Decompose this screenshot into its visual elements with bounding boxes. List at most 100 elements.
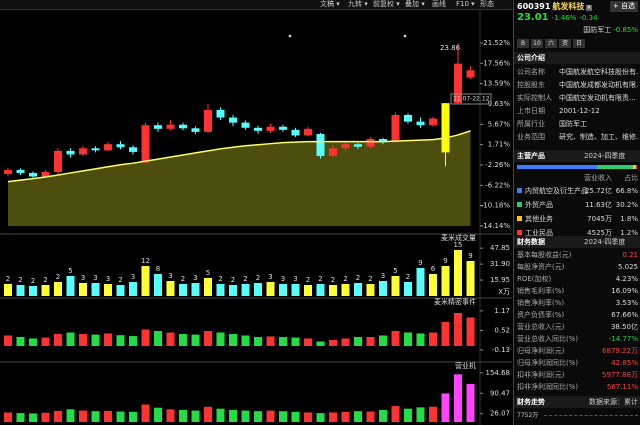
count-label: 2 <box>318 275 322 283</box>
tab[interactable]: 六 <box>545 39 557 48</box>
bar <box>466 383 475 422</box>
count-label: 2 <box>31 277 35 285</box>
bar <box>104 284 112 296</box>
toolbar-item[interactable]: 文稿 ▾ <box>320 0 340 8</box>
bar <box>154 274 162 296</box>
y-tick-label: 31.90 <box>490 260 510 268</box>
toolbar: 文稿 ▾ 九转 ▾ 前复权 ▾ 叠加 ▾ 画线 F10 ▾ 形态 <box>0 0 512 10</box>
bar <box>404 282 412 296</box>
finance-label: 销售净利率(%) <box>517 299 565 307</box>
candle-body <box>241 122 250 128</box>
price-row: 23.01 -1.46% -0.34 <box>517 12 598 24</box>
bar <box>91 283 100 296</box>
bar <box>254 283 262 296</box>
bar <box>354 283 362 296</box>
product-row: 内贸航空及衍生产品 25.72亿 66.8% <box>517 185 638 197</box>
y-tick-label: -2.26% <box>485 161 510 169</box>
finance-value: 5.025 <box>617 263 638 271</box>
bar <box>241 335 250 346</box>
bar <box>366 284 375 296</box>
toolbar-item[interactable]: 画线 <box>432 0 446 8</box>
bar <box>4 284 12 296</box>
count-label: 3 <box>281 275 285 283</box>
count-label: 2 <box>331 276 335 284</box>
count-label: 5 <box>206 269 210 277</box>
add-watchlist[interactable]: + 自选 <box>609 1 638 12</box>
ma-area <box>8 130 471 226</box>
info-key: 控股股东 <box>517 81 545 89</box>
candle-body <box>329 148 337 157</box>
info-key: 业务范围 <box>517 133 545 141</box>
candle-body <box>116 144 125 148</box>
product-row: 工业民品 4525万 1.2% <box>517 227 638 239</box>
count-label: 3 <box>106 275 110 283</box>
panel-title: 营业机 <box>455 361 476 370</box>
finance-row: 营业总收入同比(%) -14.77% <box>517 333 638 345</box>
bar <box>41 285 50 296</box>
toolbar-item[interactable]: 叠加 ▾ <box>405 0 425 8</box>
y-tick-label: 47.85 <box>490 244 510 252</box>
bar <box>366 337 375 346</box>
toolbar-item[interactable]: F10 ▾ <box>456 0 475 8</box>
candle-body <box>129 147 137 152</box>
bar <box>379 281 387 296</box>
candle-body <box>4 169 12 174</box>
finance-label: 归母净利润同比(%) <box>517 359 579 367</box>
bar <box>416 333 425 346</box>
finance-row: 每股净资产(元) 5.025 <box>517 261 638 273</box>
bar <box>441 266 450 296</box>
count-label: 2 <box>356 274 360 282</box>
finance-row: 销售毛利率(%) 16.09% <box>517 285 638 297</box>
count-label: 3 <box>268 273 272 281</box>
bar <box>141 404 150 422</box>
candle-body <box>66 150 75 155</box>
bar <box>16 337 25 346</box>
bar <box>29 286 37 296</box>
bar <box>204 278 212 296</box>
bar <box>166 281 175 296</box>
tab[interactable]: 资 <box>559 39 571 48</box>
section-period: 2024-四季度 <box>584 238 626 246</box>
finance-label: 销售毛利率(%) <box>517 287 565 295</box>
bar <box>179 284 187 296</box>
col-header: 营业收入 <box>584 174 612 182</box>
candle-body <box>466 70 475 78</box>
product-row: 外贸产品 11.63亿 30.2% <box>517 199 638 211</box>
info-row: 实际控制人 中国航空发动机有限责... <box>517 92 638 104</box>
candle-body <box>291 129 300 136</box>
dot <box>288 34 292 38</box>
count-label: 2 <box>218 275 222 283</box>
bar <box>16 413 25 422</box>
bar <box>179 334 187 346</box>
bar <box>441 393 450 422</box>
product-name: 内贸航空及衍生产品 <box>525 187 588 195</box>
tab[interactable]: B <box>517 39 529 48</box>
toolbar-item[interactable]: 形态 <box>480 0 494 8</box>
col-header: 占比 <box>624 174 638 182</box>
candle-body <box>179 124 187 129</box>
bar <box>429 406 437 422</box>
bar <box>441 322 450 346</box>
bar <box>104 410 112 422</box>
bar <box>216 332 225 346</box>
count-label: 6 <box>431 265 436 273</box>
candle-body <box>141 125 150 163</box>
info-row: 业务范围 研究、制造、加工、维修... <box>517 131 638 143</box>
toolbar-item[interactable]: 前复权 ▾ <box>373 0 400 8</box>
legend-swatch <box>517 188 522 193</box>
change: -0.34 <box>579 14 598 22</box>
bar <box>254 337 262 346</box>
count-label: 3 <box>168 272 172 280</box>
count-label: 8 <box>156 265 160 273</box>
share-segment <box>597 165 634 169</box>
share-segment <box>635 165 637 169</box>
tab[interactable]: 日 <box>573 39 585 48</box>
finance-label: ROE(加权) <box>517 275 552 283</box>
finance-value: 4.23% <box>615 275 638 283</box>
y-tick-label: 1.71% <box>488 141 511 149</box>
badge: R <box>586 5 592 11</box>
tab[interactable]: 10 <box>531 39 543 48</box>
section-period: 2024-四季度 <box>584 152 626 160</box>
candle-body <box>91 148 100 151</box>
toolbar-item[interactable]: 九转 ▾ <box>348 0 368 8</box>
